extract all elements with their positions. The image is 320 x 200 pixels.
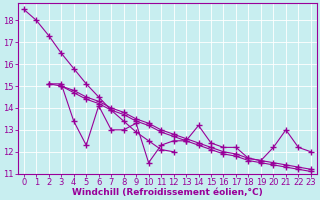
X-axis label: Windchill (Refroidissement éolien,°C): Windchill (Refroidissement éolien,°C) bbox=[72, 188, 263, 197]
